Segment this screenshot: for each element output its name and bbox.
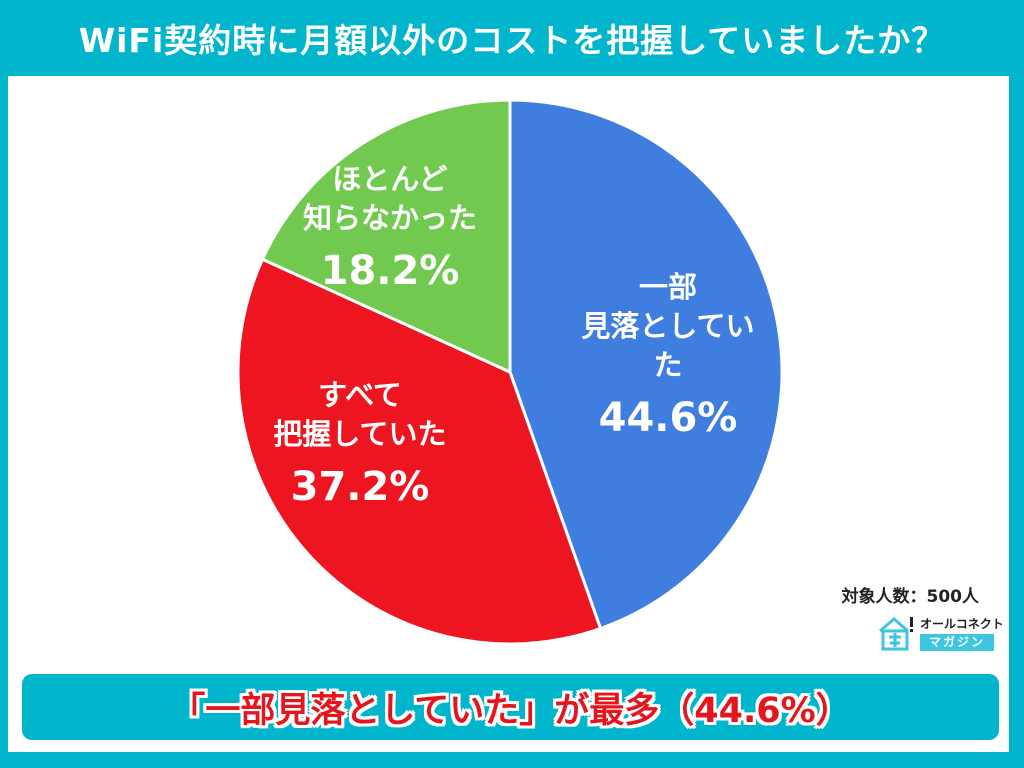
house-icon (879, 617, 913, 651)
slice-value: 37.2% (290, 464, 430, 511)
slice-value: 44.6% (598, 395, 738, 442)
slice-label-line1: 一部 (638, 270, 697, 304)
slice-label-green: ほとんど 知らなかった 18.2% (300, 160, 480, 298)
slice-label-line1: すべて (318, 378, 402, 412)
pie-chart (236, 98, 784, 646)
slice-value: 18.2% (320, 248, 460, 295)
summary-text: 「一部見落としていた」が最多（44.6%） (170, 690, 851, 731)
chart-panel: 一部 見落としていた 44.6% すべて 把握していた 37.2% ほとんど 知… (8, 76, 1009, 752)
pie-slice (260, 98, 512, 375)
slice-label-red: すべて 把握していた 37.2% (260, 376, 460, 514)
summary-banner: 「一部見落としていた」が最多（44.6%） (22, 674, 999, 740)
slice-label-blue: 一部 見落としていた 44.6% (568, 268, 768, 445)
logo-line1: オールコネクト (920, 617, 1004, 631)
brand-logo: オールコネクト マガジン (876, 613, 1006, 657)
slice-label-line1: ほとんど (332, 162, 448, 196)
sample-size: 対象人数：500人 (841, 587, 980, 607)
slice-label-line2: 知らなかった (302, 201, 477, 236)
pie-slice (508, 98, 784, 631)
slice-label-line2: 把握していた (273, 417, 447, 452)
pie-slice (236, 257, 603, 646)
logo-line2: マガジン (920, 634, 994, 651)
slice-label-line2: 見落としていた (581, 309, 755, 383)
chart-title: WiFi契約時に月額以外のコストを把握していましたか？ (78, 21, 946, 60)
